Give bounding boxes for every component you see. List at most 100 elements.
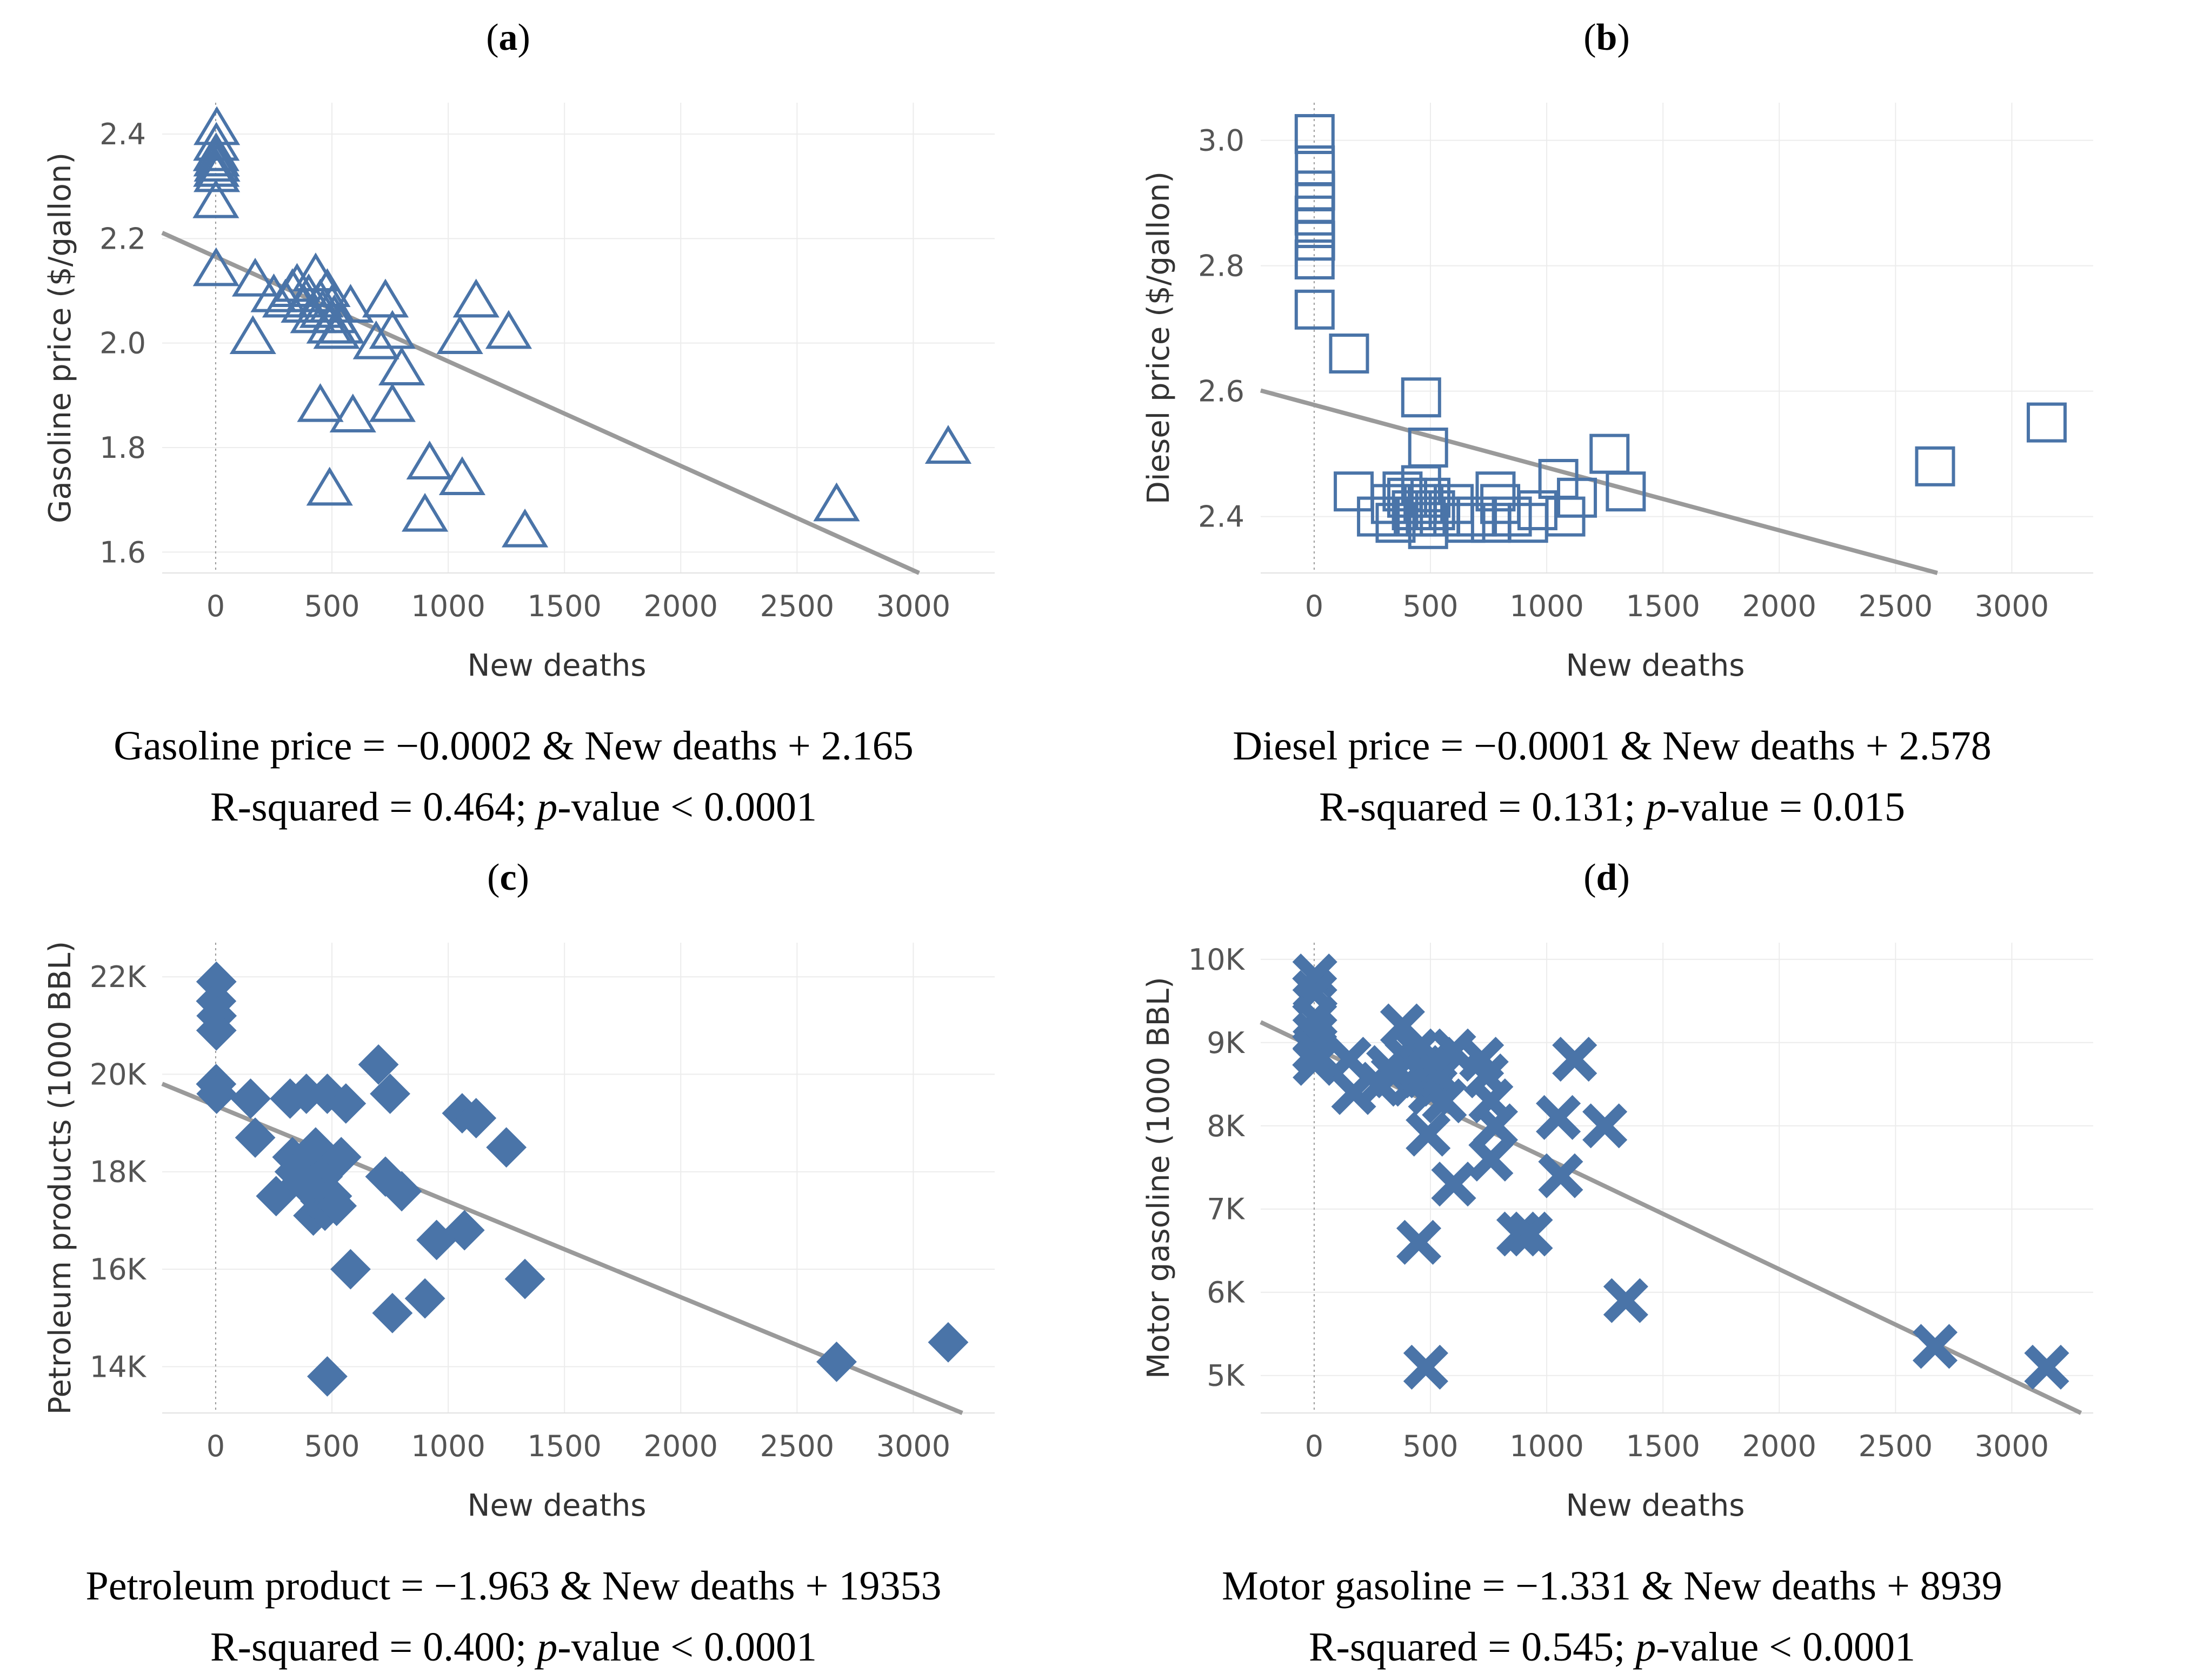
point-36 (406, 441, 453, 479)
point-0 (1294, 114, 1335, 154)
point-40 (816, 1341, 857, 1382)
x-tick-label-1000: 1000 (1509, 589, 1583, 623)
point-10 (231, 257, 279, 297)
x-tick-label-2000: 2000 (644, 589, 718, 623)
point-38 (1606, 471, 1646, 512)
panel-label-close: ) (1617, 17, 1629, 58)
x-tick-label-2000: 2000 (1742, 589, 1816, 623)
x-axis-title: New deaths (468, 648, 647, 683)
y-axis-title: Gasoline price ($/gallon) (43, 152, 78, 523)
point-6 (193, 153, 241, 192)
point-34 (369, 383, 416, 422)
point-7 (1294, 239, 1335, 279)
stats-prefix: R-squared = 0.545; (1309, 1624, 1635, 1670)
y-tick-label-2.2: 2.2 (99, 222, 146, 256)
stats-p: p (534, 1624, 557, 1670)
point-8 (1294, 289, 1335, 330)
panel-label-close: ) (1617, 857, 1629, 898)
y-tick-label-22K: 22K (90, 960, 147, 994)
point-39 (2024, 1344, 2069, 1390)
point-36 (456, 1098, 497, 1138)
panel-label-letter: d (1596, 857, 1617, 898)
point-37 (1589, 434, 1630, 474)
point-29 (1475, 471, 1516, 512)
data-points (192, 106, 972, 548)
point-33 (329, 394, 376, 432)
y-tick-label-2.4: 2.4 (99, 117, 146, 151)
point-35 (1396, 1219, 1442, 1265)
y-tick-label-20K: 20K (90, 1057, 147, 1091)
point-42 (501, 508, 549, 548)
point-36 (1403, 1344, 1448, 1390)
point-8 (256, 1176, 297, 1217)
point-42 (2026, 402, 2067, 443)
point-26 (330, 1249, 371, 1290)
data-points (1294, 114, 2067, 549)
point-10 (1334, 471, 1374, 512)
y-axis-title: Diesel price ($/gallon) (1141, 171, 1176, 504)
point-16 (285, 273, 332, 312)
point-9 (1329, 334, 1369, 374)
x-tick-label-3000: 3000 (876, 589, 950, 623)
stats-text: R-squared = 0.400; p-value < 0.0001 (210, 1624, 817, 1670)
panel-a: (a) 0 500 1000 1500 2000 2500 3000 1.6 1.8 2.0 2.2 2… (0, 0, 1098, 840)
y-tick-label-6K: 6K (1207, 1276, 1245, 1310)
y-tick-label-18K: 18K (90, 1155, 147, 1189)
panel-label-letter: c (500, 857, 516, 898)
point-41 (485, 310, 532, 349)
x-tick-label-500: 500 (1402, 1429, 1458, 1463)
point-11 (250, 273, 297, 312)
y-tick-label-14K: 14K (90, 1350, 147, 1384)
point-37 (401, 492, 449, 532)
panel-label: (a) (486, 17, 530, 58)
x-tick-label-1500: 1500 (527, 589, 601, 623)
point-5 (1293, 1041, 1338, 1086)
point-25 (1473, 1103, 1519, 1149)
data-points (1292, 954, 2069, 1390)
point-4 (194, 143, 241, 182)
point-30 (369, 310, 416, 349)
point-30 (1538, 1153, 1583, 1198)
chart-b-svg: (b) 0 500 1000 1500 2000 2500 3000 2.4 2.6 2.8 3.0 N… (1141, 17, 2093, 830)
point-33 (1517, 490, 1557, 530)
y-tick-label-9K: 9K (1207, 1026, 1245, 1060)
point-32 (297, 383, 344, 422)
stats-suffix: -value < 0.0001 (557, 784, 817, 830)
panel-d: (d) 0 500 1000 1500 2000 2500 3000 5K 6K 7K 8K 9K 10K… (1098, 840, 2197, 1680)
point-28 (352, 320, 400, 359)
point-26 (1468, 1136, 1514, 1182)
x-tick-label-0: 0 (207, 1429, 225, 1463)
point-40 (452, 278, 500, 318)
x-tick-label-2500: 2500 (1859, 1429, 1933, 1463)
panel-label: (b) (1583, 17, 1630, 58)
point-37 (1603, 1278, 1648, 1323)
stats-text: R-squared = 0.464; p-value < 0.0001 (210, 784, 817, 830)
stats-prefix: R-squared = 0.400; (210, 1624, 537, 1670)
point-31 (381, 1171, 422, 1212)
y-axis-title: Motor gasoline (1000 BBL) (1141, 977, 1176, 1379)
point-7 (192, 179, 239, 218)
point-20 (1422, 1078, 1467, 1124)
x-tick-label-0: 0 (207, 589, 225, 623)
point-35 (444, 1210, 485, 1251)
x-tick-label-0: 0 (1305, 1429, 1323, 1463)
point-27 (327, 284, 374, 323)
x-tick-label-3000: 3000 (1975, 589, 2049, 623)
point-24 (321, 1137, 362, 1178)
point-41 (1915, 446, 1955, 486)
stats-suffix: -value < 0.0001 (1656, 1624, 1915, 1670)
point-41 (928, 1322, 969, 1363)
point-29 (1582, 1103, 1628, 1149)
chart-c-svg: (c) 0 500 1000 1500 2000 2500 3000 14K 16K 18K 20K 2… (43, 857, 995, 1670)
x-tick-label-500: 500 (1402, 589, 1458, 623)
panel-label-close: ) (518, 17, 530, 58)
point-34 (1406, 1111, 1451, 1157)
gridlines (1261, 943, 2093, 1413)
point-21 (304, 268, 351, 307)
x-tick-label-1000: 1000 (411, 1429, 485, 1463)
trend-line (1260, 388, 1938, 575)
equation-text: Petroleum product = −1.963 & New deaths … (86, 1563, 942, 1609)
y-tick-label-5K: 5K (1207, 1359, 1245, 1393)
x-tick-label-1000: 1000 (1509, 1429, 1583, 1463)
panel-label-open: ( (487, 857, 500, 898)
